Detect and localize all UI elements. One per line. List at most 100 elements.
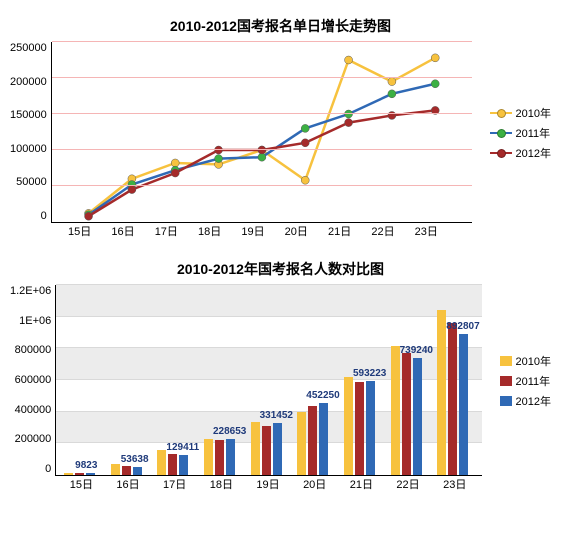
x-tick: 21日 [338,476,385,492]
x-tick: 23日 [405,223,448,239]
bar-value-label: 331452 [260,410,293,421]
bar-group: 228653 [204,439,235,475]
bar-value-label: 892807 [446,321,479,332]
line-legend: 2010年 2011年 2012年 [472,42,551,223]
y-tick: 50000 [16,176,47,188]
x-tick: 18日 [188,223,231,239]
x-tick: 22日 [361,223,404,239]
bar-y2010 [297,412,306,475]
bar-chart: 2010-2012年国考报名人数对比图 1.2E+061E+0680000060… [10,253,551,492]
bar-y2011 [448,323,457,475]
bar-y2012 [459,334,468,475]
x-tick: 20日 [291,476,338,492]
x-tick: 17日 [151,476,198,492]
bar-y2012 [319,403,328,475]
bar-value-label: 593223 [353,368,386,379]
line-y-axis: 250000200000150000100000500000 [10,42,51,222]
bar-y2011 [262,426,271,475]
bar-y2011 [215,440,224,475]
bar-y2012 [179,455,188,475]
y-tick: 1E+06 [19,315,51,327]
x-tick: 15日 [58,223,101,239]
line-marker [258,153,266,161]
bar-group: 331452 [251,422,282,475]
bar-x-axis: 15日16日17日18日19日20日21日22日23日 [58,476,478,492]
legend-item: 2012年 [490,145,551,161]
y-tick: 0 [45,463,51,475]
bar-y2012 [86,473,95,475]
line-series-y2012 [88,110,435,216]
bar-y2010 [251,422,260,475]
line-x-axis: 15日16日17日18日19日20日21日22日23日 [58,223,448,239]
line-marker [344,110,352,118]
legend-item: 2011年 [500,373,551,389]
legend-label: 2012年 [516,145,551,161]
bar-group: 593223 [344,377,375,475]
bar-y2011 [75,473,84,475]
bar-y2011 [402,353,411,475]
y-tick: 200000 [15,433,52,445]
bar-value-label: 228653 [213,426,246,437]
legend-label: 2012年 [516,393,551,409]
y-tick: 250000 [10,42,47,54]
legend-label: 2011年 [516,125,551,141]
bar-y2011 [168,454,177,475]
x-tick: 17日 [145,223,188,239]
x-tick: 15日 [58,476,105,492]
legend-item: 2011年 [490,125,551,141]
x-tick: 19日 [245,476,292,492]
y-tick: 150000 [10,109,47,121]
x-tick: 20日 [275,223,318,239]
title-text: 国考报名单日增长走势图 [237,18,391,34]
legend-label: 2010年 [516,105,551,121]
x-tick: 23日 [431,476,478,492]
bar-value-label: 739240 [400,345,433,356]
y-tick: 100000 [10,143,47,155]
legend-item: 2012年 [500,393,551,409]
line-marker [388,90,396,98]
bar-y2010 [344,377,353,475]
bar-group: 9823 [64,473,95,475]
x-tick: 22日 [385,476,432,492]
bar-group: 129411 [157,450,188,475]
line-series-svg [52,42,472,222]
bar-y2010 [64,473,73,475]
line-marker [301,124,309,132]
title-text: 年国考报名人数对比图 [244,261,384,277]
line-marker [388,78,396,86]
bar-y2011 [122,466,131,476]
y-tick: 0 [41,210,47,222]
x-tick: 18日 [198,476,245,492]
line-chart-title: 2010-2012国考报名单日增长走势图 [10,10,551,42]
legend-label: 2011年 [516,373,551,389]
line-series-y2010 [88,58,435,214]
x-tick: 19日 [231,223,274,239]
bar-y2012 [366,381,375,475]
bar-y2010 [204,439,213,475]
x-tick: 16日 [101,223,144,239]
line-marker [431,54,439,62]
line-marker [128,186,136,194]
line-marker [344,119,352,127]
title-years: 2010-2012 [170,18,237,34]
y-tick: 600000 [15,374,52,386]
line-marker [214,146,222,154]
line-marker [171,169,179,177]
line-plot-area [51,42,472,223]
line-chart: 2010-2012国考报名单日增长走势图 2500002000001500001… [10,10,551,239]
line-marker [84,212,92,220]
title-years: 2010-2012 [177,261,244,277]
y-tick: 400000 [15,404,52,416]
bar-y2010 [437,310,446,475]
bar-y-axis: 1.2E+061E+068000006000004000002000000 [10,285,55,475]
legend-item: 2010年 [490,105,551,121]
line-marker [431,80,439,88]
bar-plot-area: 9823536381294112286533314524522505932237… [55,285,481,476]
line-marker [171,159,179,167]
bar-group: 53638 [111,464,142,475]
bar-value-label: 53638 [121,454,149,465]
y-tick: 1.2E+06 [10,285,51,297]
legend-item: 2010年 [500,353,551,369]
legend-label: 2010年 [516,353,551,369]
x-tick: 21日 [318,223,361,239]
